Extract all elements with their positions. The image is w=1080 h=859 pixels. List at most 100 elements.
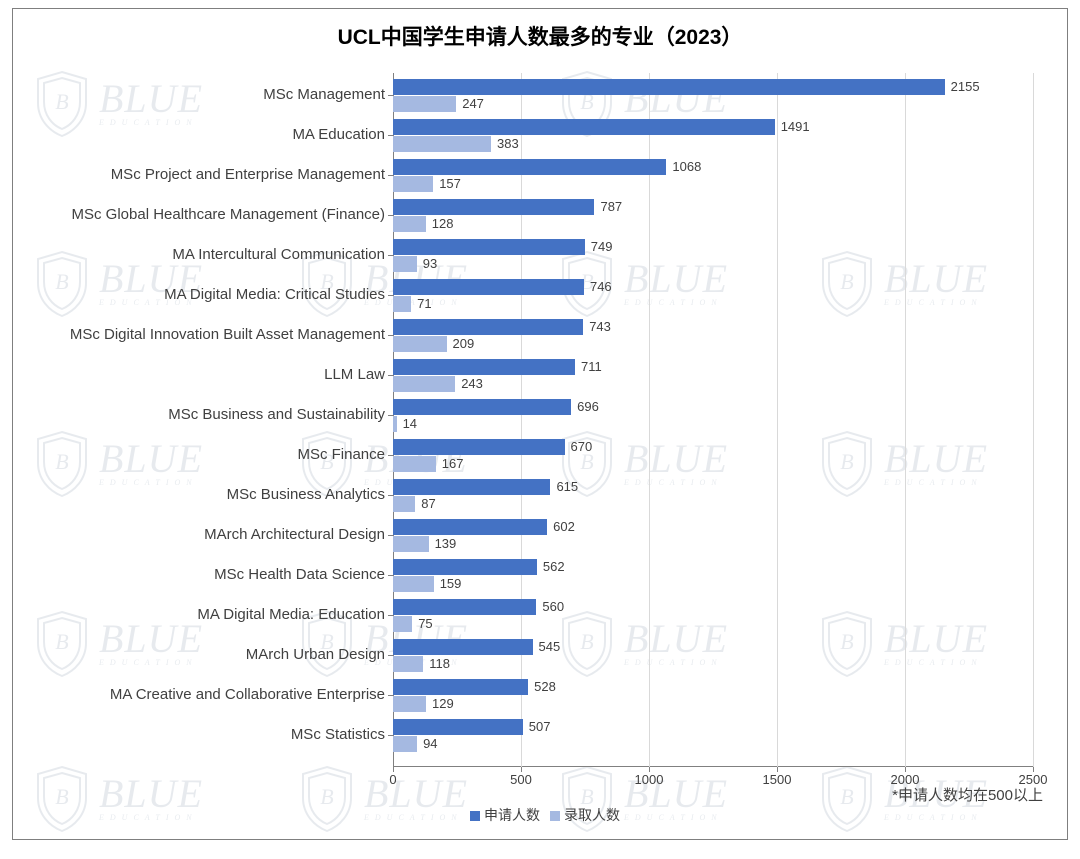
plot-area: 05001000150020002500MSc Management215524… [393,73,1033,767]
value-label-applications: 1491 [781,119,810,134]
value-label-admissions: 129 [432,696,454,711]
bar-applications [393,679,528,695]
category-label: MSc Global Healthcare Management (Financ… [72,206,393,223]
bar-row: MA Digital Media: Critical Studies74671 [393,279,1033,319]
bar-admissions [393,176,433,192]
bar-row: MSc Business and Sustainability69614 [393,399,1033,439]
legend-label: 申请人数 [484,807,540,823]
watermark: B BLUEEDUCATION [33,44,273,164]
svg-text:B: B [55,449,68,474]
value-label-applications: 746 [590,279,612,294]
bar-applications [393,399,571,415]
category-label: MSc Business Analytics [227,486,393,503]
category-label: MA Intercultural Communication [172,246,393,263]
value-label-applications: 562 [543,559,565,574]
value-label-admissions: 167 [442,456,464,471]
bar-applications [393,159,666,175]
category-label: MA Education [292,126,393,143]
bar-row: LLM Law711243 [393,359,1033,399]
bar-applications [393,719,523,735]
bar-admissions [393,496,415,512]
value-label-applications: 743 [589,319,611,334]
value-label-admissions: 118 [429,656,450,671]
bar-row: MSc Digital Innovation Built Asset Manag… [393,319,1033,359]
bar-row: MSc Global Healthcare Management (Financ… [393,199,1033,239]
xtick-label: 1000 [635,772,664,787]
value-label-applications: 787 [600,199,622,214]
bar-row: MSc Finance670167 [393,439,1033,479]
value-label-applications: 711 [581,359,602,374]
category-label: MSc Health Data Science [214,566,393,583]
bar-row: MA Digital Media: Education56075 [393,599,1033,639]
bar-admissions [393,696,426,712]
value-label-applications: 560 [542,599,564,614]
bar-applications [393,359,575,375]
bar-applications [393,519,547,535]
value-label-applications: 2155 [951,79,980,94]
bar-row: MA Education1491383 [393,119,1033,159]
value-label-applications: 615 [556,479,578,494]
category-label: MA Digital Media: Education [197,606,393,623]
legend-label: 录取人数 [564,807,620,823]
bar-admissions [393,336,447,352]
bar-admissions [393,456,436,472]
value-label-admissions: 159 [440,576,462,591]
bar-admissions [393,296,411,312]
legend-swatch [550,811,560,821]
bar-applications [393,639,533,655]
category-label: MSc Statistics [291,726,393,743]
bar-applications [393,79,945,95]
bar-applications [393,199,594,215]
value-label-applications: 749 [591,239,613,254]
bar-applications [393,599,536,615]
bar-admissions [393,656,423,672]
value-label-applications: 507 [529,719,551,734]
xtick-label: 0 [389,772,396,787]
x-axis-line [393,766,1033,767]
category-label: MSc Management [263,86,393,103]
bar-row: MSc Project and Enterprise Management106… [393,159,1033,199]
category-label: MArch Urban Design [246,646,393,663]
bar-row: MArch Urban Design545118 [393,639,1033,679]
value-label-admissions: 209 [453,336,475,351]
value-label-admissions: 128 [432,216,454,231]
footnote: *申请人数均在500以上 [892,784,1043,805]
value-label-admissions: 94 [423,736,437,751]
value-label-applications: 602 [553,519,575,534]
bar-admissions [393,576,434,592]
svg-text:B: B [55,629,68,654]
value-label-admissions: 75 [418,616,432,631]
value-label-applications: 1068 [672,159,701,174]
category-label: MArch Architectural Design [204,526,393,543]
value-label-admissions: 383 [497,136,519,151]
bar-row: MArch Architectural Design602139 [393,519,1033,559]
value-label-applications: 670 [571,439,593,454]
chart-frame: B BLUEEDUCATION B BLUEEDUCATION B BLUEED… [12,8,1068,840]
value-label-admissions: 87 [421,496,435,511]
bar-admissions [393,216,426,232]
watermark: B BLUEEDUCATION [33,739,273,859]
bar-applications [393,319,583,335]
category-label: MA Digital Media: Critical Studies [164,286,393,303]
value-label-admissions: 71 [417,296,431,311]
value-label-admissions: 93 [423,256,437,271]
bar-admissions [393,376,455,392]
bar-row: MA Creative and Collaborative Enterprise… [393,679,1033,719]
svg-text:B: B [55,89,68,114]
value-label-admissions: 14 [403,416,417,431]
category-label: MSc Digital Innovation Built Asset Manag… [70,326,393,343]
bar-row: MSc Management2155247 [393,79,1033,119]
bar-applications [393,479,550,495]
bar-row: MA Intercultural Communication74993 [393,239,1033,279]
bar-row: MSc Business Analytics61587 [393,479,1033,519]
category-label: MSc Business and Sustainability [168,406,393,423]
legend-swatch [470,811,480,821]
value-label-admissions: 139 [435,536,457,551]
value-label-applications: 696 [577,399,599,414]
bar-applications [393,439,565,455]
bar-row: MSc Health Data Science562159 [393,559,1033,599]
bar-admissions [393,96,456,112]
bar-admissions [393,256,417,272]
category-label: MSc Finance [297,446,393,463]
value-label-admissions: 157 [439,176,461,191]
